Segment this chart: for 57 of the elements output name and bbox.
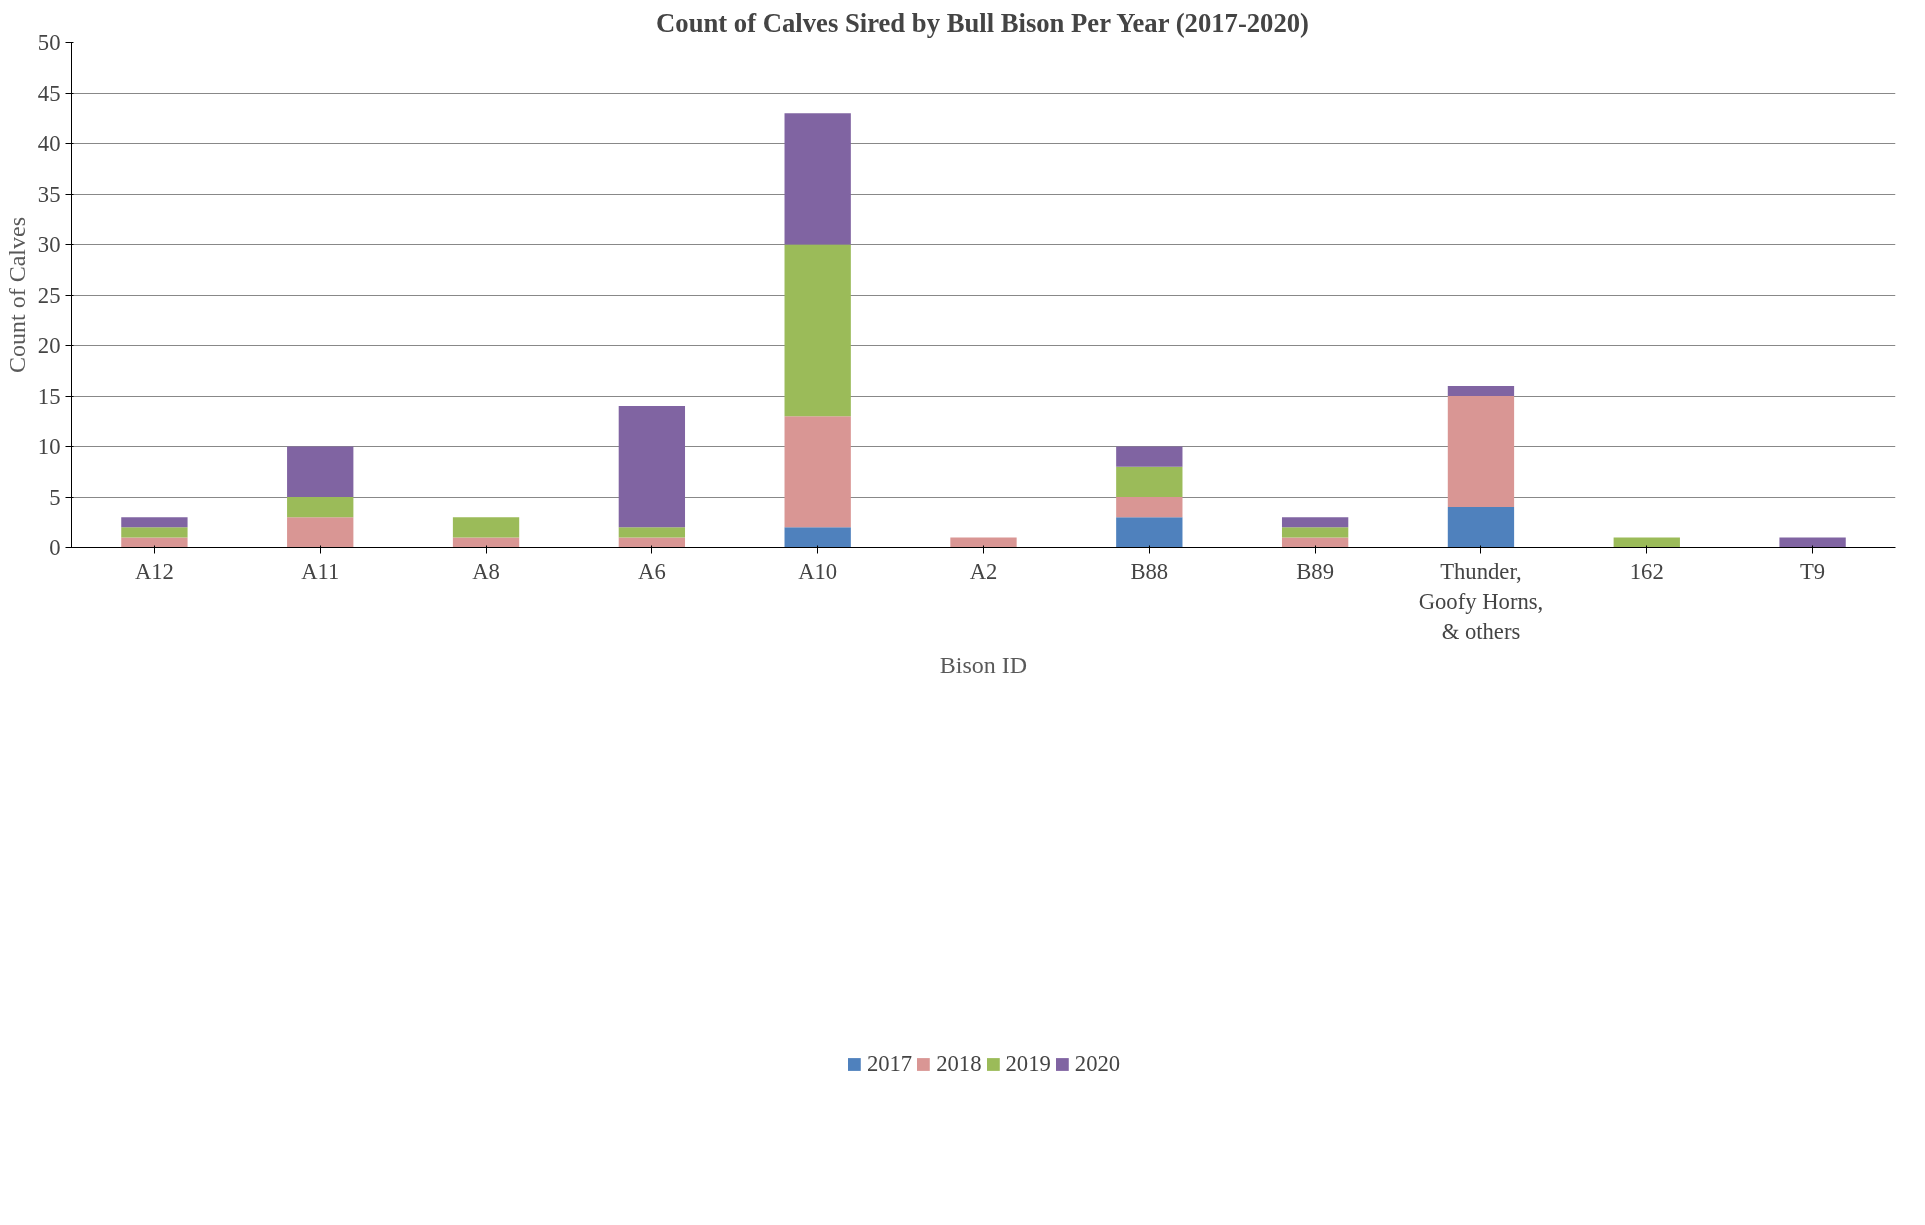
y-tick-label: 50: [37, 30, 61, 55]
x-axis-title: Bison ID: [939, 651, 1028, 678]
y-tick-label: 20: [37, 333, 61, 358]
x-tick-label: B89: [1296, 558, 1335, 584]
bar: [784, 113, 851, 245]
x-tick-label: T9: [1800, 558, 1826, 584]
bar: [618, 406, 686, 528]
bar: [452, 537, 520, 548]
x-tick-label: A8: [472, 558, 500, 584]
legend-label: 2018: [936, 1050, 982, 1077]
y-tick-label: 25: [37, 282, 61, 308]
bar: [121, 527, 188, 538]
x-tick-label: A2: [969, 558, 998, 584]
bar: [1116, 466, 1183, 497]
y-tick-label: 30: [37, 232, 61, 257]
bar: [121, 517, 188, 528]
bar: [1613, 537, 1680, 548]
bar: [784, 244, 851, 417]
y-tick-label: 10: [37, 434, 61, 459]
bar: [287, 517, 354, 548]
y-tick-label: 35: [37, 181, 61, 207]
bar: [784, 527, 851, 548]
bar: [1779, 537, 1846, 548]
x-tick-label: A6: [638, 558, 666, 584]
y-tick-label: 45: [37, 80, 61, 106]
bar: [1447, 507, 1515, 548]
bar: [784, 416, 851, 528]
bar: [1281, 517, 1349, 528]
bar: [287, 497, 354, 518]
x-tick-label: A12: [134, 558, 174, 584]
x-tick-label: B88: [1130, 558, 1169, 584]
legend-label: 2020: [1074, 1050, 1121, 1077]
bar: [1447, 385, 1515, 396]
chart-title: Count of Calves Sired by Bull Bison Per Year (2017-2020): [656, 7, 1309, 38]
bar: [121, 537, 188, 548]
bar: [1281, 527, 1349, 538]
bar: [452, 517, 520, 538]
x-tick-label: 162: [1629, 558, 1664, 584]
y-tick-label: 15: [37, 383, 61, 409]
bar: [1281, 537, 1349, 548]
bar: [287, 446, 354, 497]
y-axis-title: Count of Calves: [3, 216, 30, 373]
bar: [1116, 446, 1183, 467]
y-tick-label: 40: [37, 131, 61, 156]
x-tick-label: A11: [301, 558, 340, 584]
x-tick-label: Thunder, Goofy Horns, & others: [1418, 558, 1544, 644]
y-tick-label: 0: [49, 535, 61, 560]
bar: [1116, 497, 1183, 518]
bar: [618, 527, 686, 538]
legend-label: 2017: [866, 1050, 913, 1077]
y-tick-label: 5: [49, 484, 61, 510]
bar: [618, 537, 686, 548]
bar: [1447, 396, 1515, 508]
bar: [1116, 517, 1183, 548]
x-tick-label: A10: [798, 558, 838, 584]
bar: [950, 537, 1017, 548]
legend-label: 2019: [1005, 1050, 1051, 1077]
